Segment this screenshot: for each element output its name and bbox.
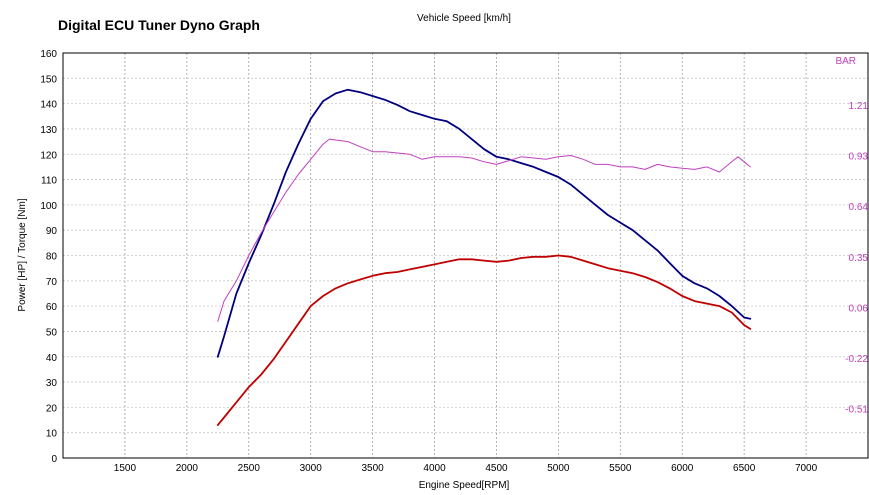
x-tick-label: 6500 [733, 463, 756, 474]
y-tick-label: 150 [40, 74, 57, 85]
y-tick-label: 160 [40, 49, 57, 60]
x-tick-label: 4500 [485, 463, 508, 474]
series-lines [216, 88, 752, 426]
top-axis-label: Vehicle Speed [km/h] [417, 13, 511, 24]
y-tick-label: 110 [41, 176, 57, 187]
x-tick-label: 3000 [300, 463, 323, 474]
y-tick-label: 40 [46, 353, 58, 364]
y-tick-label: 70 [46, 277, 58, 288]
x-tick-label: 1500 [114, 463, 137, 474]
x-tick-label: 2500 [238, 463, 261, 474]
y-tick-label: 90 [46, 226, 58, 237]
x-tick-label: 4000 [423, 463, 446, 474]
y-tick-label: 50 [46, 327, 58, 338]
y-tick-label: 80 [46, 252, 58, 263]
right-tick-label: -0.22 [845, 354, 868, 365]
series-line-torque [216, 88, 752, 358]
y-tick-label: 60 [46, 302, 58, 313]
right-axis-label: BAR [835, 56, 856, 67]
y-tick-label: 120 [40, 150, 57, 161]
x-tick-label: 2000 [176, 463, 199, 474]
grid [63, 53, 868, 458]
right-tick-label: -0.51 [845, 405, 868, 416]
y-axis-label: Power [HP] / Torque [Nm] [17, 198, 28, 311]
x-tick-label: 6000 [671, 463, 694, 474]
y-tick-label: 140 [40, 100, 57, 111]
right-tick-label: 0.93 [849, 152, 869, 163]
x-axis-label: Engine Speed[RPM] [419, 480, 510, 491]
x-tick-label: 3500 [361, 463, 384, 474]
y-tick-label: 30 [46, 378, 58, 389]
plot-frame [62, 52, 869, 459]
y-tick-label: 0 [51, 454, 57, 465]
y-tick-label: 10 [46, 429, 58, 440]
chart-title: Digital ECU Tuner Dyno Graph [58, 17, 260, 33]
x-tick-label: 5000 [547, 463, 570, 474]
x-axis-ticks: 1500 2000 2500 3000 3500 4000 4500 5000 5500 6000… [114, 463, 818, 474]
x-tick-label: 5500 [609, 463, 632, 474]
y-tick-label: 100 [40, 201, 57, 212]
series-line-power [216, 254, 752, 426]
right-tick-label: 0.64 [849, 202, 869, 213]
right-tick-label: 1.21 [849, 101, 869, 112]
x-tick-label: 7000 [795, 463, 818, 474]
y-tick-label: 20 [46, 403, 58, 414]
right-tick-label: 0.35 [849, 253, 869, 264]
y-tick-label: 130 [40, 125, 57, 136]
right-axis-ticks: 1.21 0.93 0.64 0.35 0.06 -0.22 -0.51 [845, 101, 868, 416]
right-tick-label: 0.06 [849, 303, 869, 314]
y-axis-ticks: 0 10 20 30 40 50 60 70 80 90 100 110 120 130 140 150 160 [40, 49, 57, 465]
series-line-boost [217, 138, 751, 322]
